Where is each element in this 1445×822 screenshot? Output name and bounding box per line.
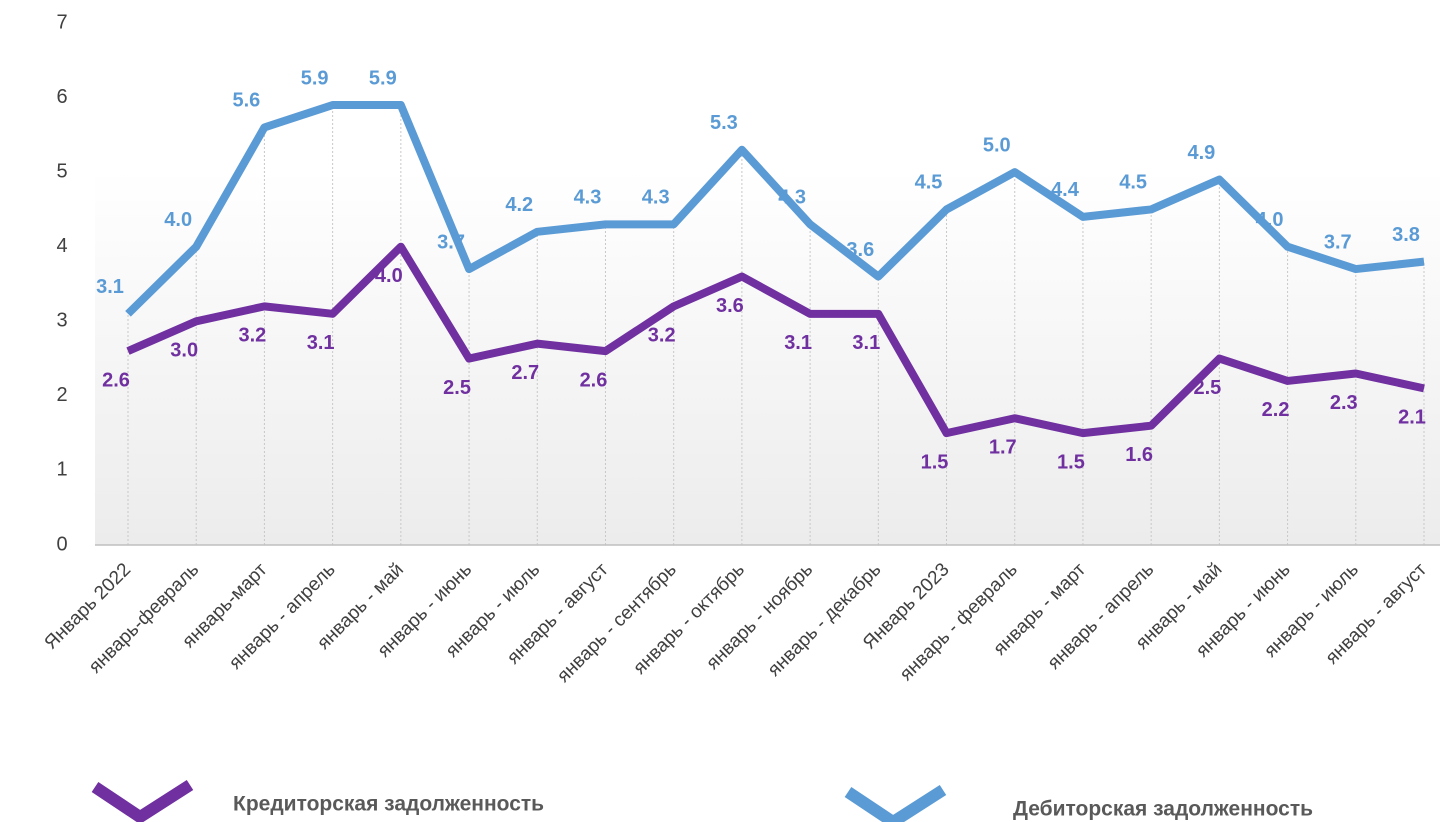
plot-background — [95, 170, 1440, 545]
data-label: 4.0 — [164, 209, 192, 231]
data-label: 4.4 — [1051, 179, 1080, 201]
data-label: 3.1 — [852, 332, 880, 354]
data-label: 3.7 — [437, 231, 465, 253]
data-label: 1.5 — [921, 451, 949, 473]
y-tick-label: 6 — [56, 86, 67, 108]
data-label: 5.3 — [710, 112, 738, 134]
data-label: 3.1 — [784, 332, 812, 354]
y-tick-label: 4 — [56, 235, 67, 257]
data-label: 2.7 — [511, 362, 539, 384]
legend-label: Кредиторская задолженность — [233, 793, 544, 816]
data-label: 2.6 — [580, 369, 608, 391]
data-label: 3.2 — [648, 325, 676, 347]
legend-swatch — [844, 784, 947, 822]
data-label: 2.6 — [102, 369, 130, 391]
data-label: 2.5 — [1193, 377, 1221, 399]
data-label: 2.1 — [1398, 407, 1426, 429]
data-label: 4.3 — [778, 187, 806, 209]
data-label: 3.6 — [846, 239, 874, 261]
series-line — [126, 242, 1425, 438]
data-label: 2.5 — [443, 377, 471, 399]
y-tick-label: 5 — [56, 160, 67, 182]
data-label: 2.2 — [1262, 399, 1290, 421]
y-tick-label: 1 — [56, 459, 67, 481]
data-label: 3.8 — [1392, 224, 1420, 246]
data-label: 1.5 — [1057, 451, 1085, 473]
x-tick-label: январь - декабрь — [764, 559, 886, 681]
data-label: 4.0 — [375, 265, 403, 287]
legend-swatch — [91, 779, 194, 822]
data-label: 3.6 — [716, 295, 744, 317]
y-tick-label: 2 — [56, 384, 67, 406]
series-line — [125, 101, 1425, 317]
data-label: 3.1 — [307, 332, 335, 354]
data-label: 4.3 — [574, 187, 602, 209]
data-label: 5.0 — [983, 134, 1011, 156]
y-tick-label: 0 — [56, 533, 67, 555]
x-tick-label: январь - февраль — [896, 559, 1022, 685]
data-label: 4.5 — [915, 172, 943, 194]
data-label: 2.3 — [1330, 392, 1358, 414]
data-label: 4.2 — [505, 194, 533, 216]
data-label: 4.0 — [1256, 209, 1284, 231]
data-label: 4.9 — [1187, 142, 1215, 164]
data-label: 3.7 — [1324, 231, 1352, 253]
data-label: 5.9 — [301, 67, 329, 89]
data-label: 5.9 — [369, 67, 397, 89]
data-label: 5.6 — [233, 90, 261, 112]
data-label: 3.1 — [96, 276, 124, 298]
data-label: 3.0 — [170, 340, 198, 362]
legend-label: Дебиторская задолженность — [1013, 798, 1313, 821]
y-tick-label: 3 — [56, 310, 67, 332]
data-label: 3.2 — [239, 325, 267, 347]
data-label: 1.6 — [1125, 444, 1153, 466]
data-label: 4.3 — [642, 187, 670, 209]
data-label: 4.5 — [1119, 172, 1147, 194]
data-label: 1.7 — [989, 437, 1017, 459]
x-tick-label: январь - сентябрь — [553, 559, 681, 687]
y-tick-label: 7 — [56, 11, 67, 33]
